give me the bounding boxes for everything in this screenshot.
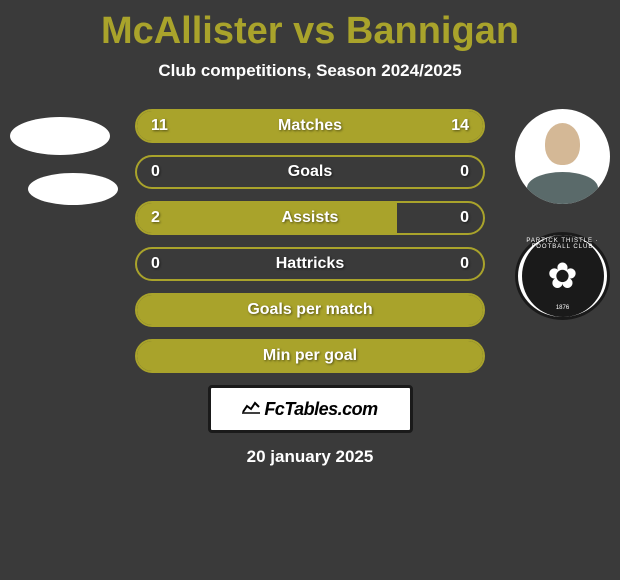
stat-row: 00Hattricks	[135, 247, 485, 281]
brand-box: FcTables.com	[208, 385, 413, 433]
stat-label: Hattricks	[137, 249, 483, 279]
page-subtitle: Club competitions, Season 2024/2025	[0, 61, 620, 81]
stat-row: Goals per match	[135, 293, 485, 327]
stat-label: Goals	[137, 157, 483, 187]
stat-row: Min per goal	[135, 339, 485, 373]
stat-row: 20Assists	[135, 201, 485, 235]
club-badge-inner: PARTICK THISTLE · FOOTBALL CLUB ✿ 1876	[522, 235, 604, 317]
player-left-avatar	[10, 117, 110, 155]
club-badge-year: 1876	[522, 305, 604, 311]
stat-row: 1114Matches	[135, 109, 485, 143]
player-right-club-badge: PARTICK THISTLE · FOOTBALL CLUB ✿ 1876	[515, 232, 610, 320]
stats-chart: 1114Matches 00Goals 20Assists 00Hattricks Go…	[135, 109, 485, 373]
stat-row: 00Goals	[135, 155, 485, 189]
player-left-column	[10, 109, 118, 205]
player-right-column: PARTICK THISTLE · FOOTBALL CLUB ✿ 1876	[515, 109, 610, 320]
chart-icon	[242, 400, 260, 419]
player-left-club-badge	[28, 173, 118, 205]
page-title: McAllister vs Bannigan	[0, 0, 620, 53]
stat-label: Matches	[137, 111, 483, 141]
thistle-icon: ✿	[547, 258, 577, 294]
stat-label: Goals per match	[137, 295, 483, 325]
comparison-content: PARTICK THISTLE · FOOTBALL CLUB ✿ 1876 1…	[0, 109, 620, 467]
brand-text: FcTables.com	[264, 399, 377, 420]
date-text: 20 january 2025	[0, 447, 620, 467]
club-badge-text: PARTICK THISTLE · FOOTBALL CLUB	[522, 238, 604, 250]
player-right-avatar	[515, 109, 610, 204]
stat-label: Min per goal	[137, 341, 483, 371]
stat-label: Assists	[137, 203, 483, 233]
